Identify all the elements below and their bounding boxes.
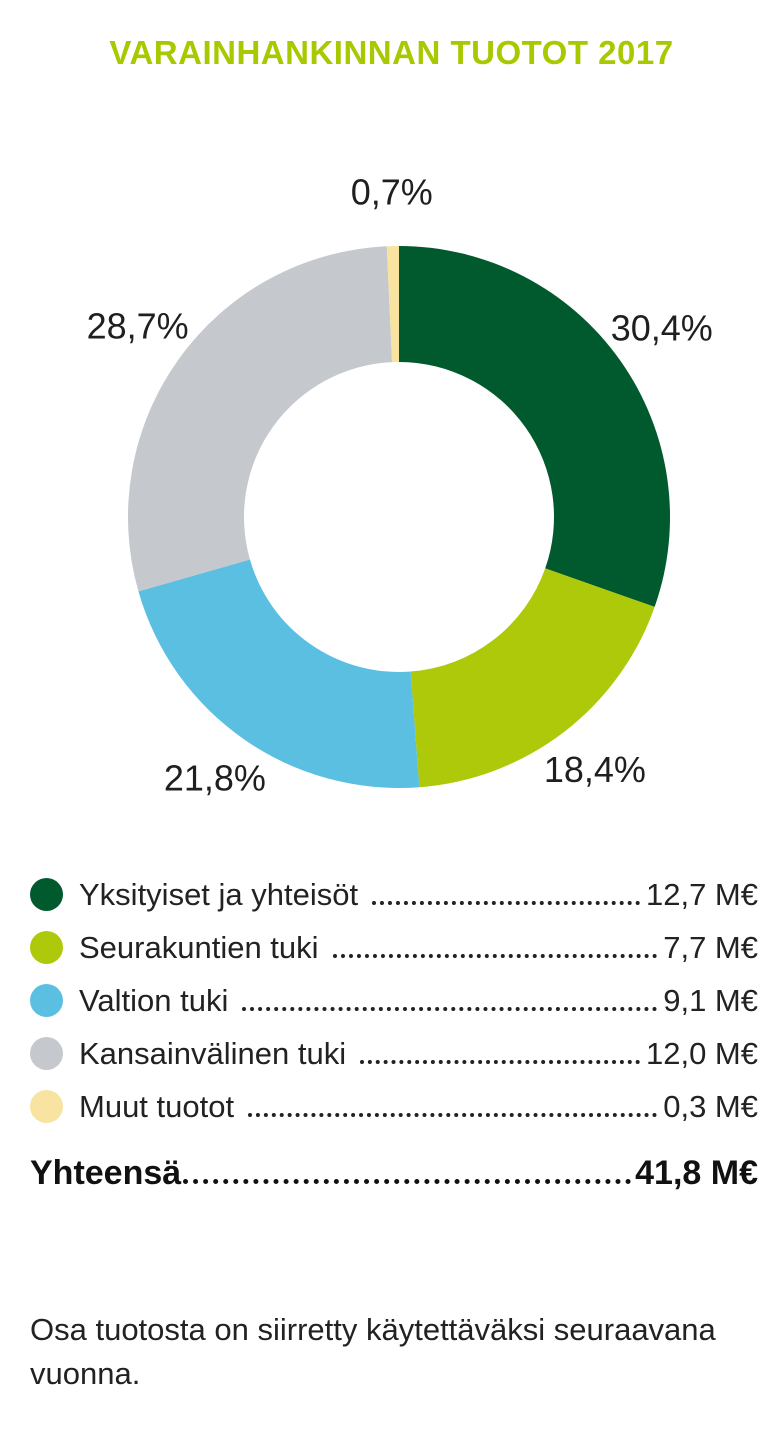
legend-item: Seurakuntien tuki 7,7 M€	[30, 921, 758, 974]
legend-value: 12,7 M€	[645, 876, 758, 912]
slice-percent-label: 30,4%	[611, 307, 713, 348]
donut-slice	[410, 568, 655, 788]
legend-value: 9,1 M€	[663, 982, 758, 1018]
slice-percent-label: 0,7%	[351, 172, 433, 213]
legend-swatch	[30, 984, 63, 1017]
donut-slice	[138, 559, 420, 789]
legend-value: 7,7 M€	[663, 929, 758, 965]
donut-slice	[399, 246, 670, 607]
legend-label: Seurakuntien tuki	[79, 929, 319, 965]
total-label: Yhteensä	[30, 1154, 182, 1192]
leader-dots	[332, 953, 658, 958]
leader-dots	[360, 1059, 640, 1064]
slice-percent-label: 18,4%	[544, 749, 646, 790]
slice-percent-label: 21,8%	[164, 758, 266, 799]
leader-dots	[242, 1006, 658, 1011]
legend-swatch	[30, 878, 63, 911]
total-value: 41,8 M€	[635, 1154, 758, 1192]
legend-swatch	[30, 1090, 63, 1123]
leader-dots	[183, 1179, 632, 1184]
legend-label: Muut tuotot	[79, 1088, 235, 1124]
legend: Yksityiset ja yhteisöt 12,7 M€ Seurakunt…	[30, 868, 758, 1133]
footnote: Osa tuotosta on siirretty käytettäväksi …	[30, 1312, 716, 1391]
chart-title: VARAINHANKINNAN TUOTOT 2017	[109, 34, 674, 71]
slice-percent-label: 28,7%	[87, 305, 189, 346]
legend-value: 12,0 M€	[645, 1035, 758, 1071]
donut-chart: 30,4% 18,4% 21,8% 28,7% 0,7%	[87, 172, 713, 799]
legend-label: Valtion tuki	[79, 982, 229, 1018]
legend-item: Valtion tuki 9,1 M€	[30, 974, 758, 1027]
leader-dots	[372, 900, 640, 905]
legend-value: 0,3 M€	[663, 1088, 758, 1124]
donut-slice	[386, 246, 399, 363]
legend-item: Muut tuotot 0,3 M€	[30, 1080, 758, 1133]
total-row: Yhteensä 41,8 M€	[30, 1154, 758, 1193]
legend-label: Kansainvälinen tuki	[79, 1035, 347, 1071]
legend-swatch	[30, 1037, 63, 1070]
legend-item: Yksityiset ja yhteisöt 12,7 M€	[30, 868, 758, 921]
donut-slice	[128, 246, 393, 592]
legend-item: Kansainvälinen tuki 12,0 M€	[30, 1027, 758, 1080]
legend-swatch	[30, 931, 63, 964]
legend-label: Yksityiset ja yhteisöt	[79, 876, 359, 912]
leader-dots	[248, 1112, 658, 1117]
